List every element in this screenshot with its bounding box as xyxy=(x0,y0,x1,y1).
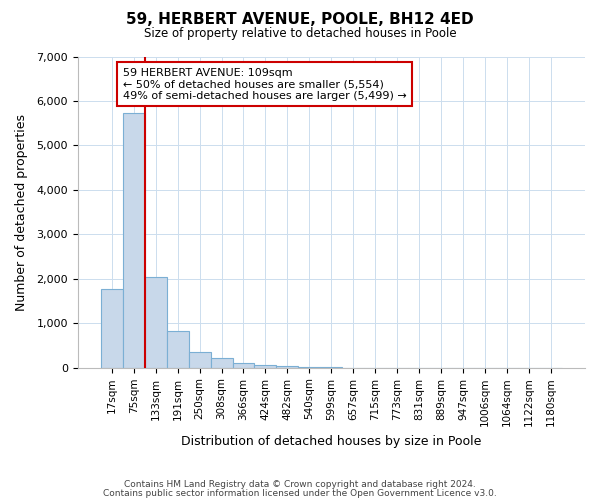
Bar xyxy=(188,352,211,368)
Bar xyxy=(101,289,123,368)
Text: 59, HERBERT AVENUE, POOLE, BH12 4ED: 59, HERBERT AVENUE, POOLE, BH12 4ED xyxy=(126,12,474,28)
Bar xyxy=(123,113,145,368)
Y-axis label: Number of detached properties: Number of detached properties xyxy=(15,114,28,310)
Bar xyxy=(211,358,233,368)
Text: 59 HERBERT AVENUE: 109sqm
← 50% of detached houses are smaller (5,554)
49% of se: 59 HERBERT AVENUE: 109sqm ← 50% of detac… xyxy=(123,68,406,101)
Bar xyxy=(145,276,167,368)
Bar xyxy=(167,331,188,368)
Bar xyxy=(277,366,298,368)
X-axis label: Distribution of detached houses by size in Poole: Distribution of detached houses by size … xyxy=(181,434,482,448)
Text: Contains public sector information licensed under the Open Government Licence v3: Contains public sector information licen… xyxy=(103,488,497,498)
Bar xyxy=(233,363,254,368)
Text: Contains HM Land Registry data © Crown copyright and database right 2024.: Contains HM Land Registry data © Crown c… xyxy=(124,480,476,489)
Bar xyxy=(254,365,277,368)
Text: Size of property relative to detached houses in Poole: Size of property relative to detached ho… xyxy=(143,28,457,40)
